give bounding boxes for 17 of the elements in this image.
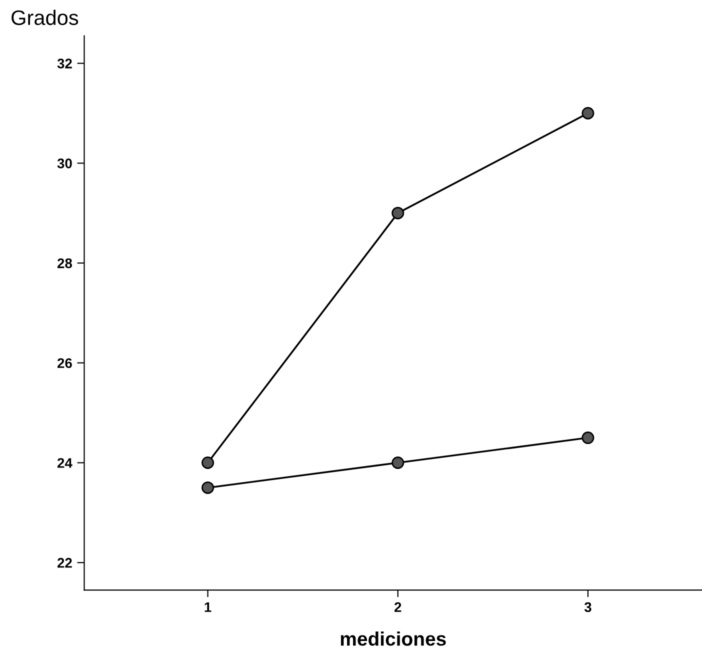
point [582, 432, 594, 444]
point [202, 481, 214, 494]
point [582, 107, 594, 120]
x-axis-title: mediciones [340, 631, 446, 646]
x-tick-label: 3 [584, 602, 592, 612]
point [392, 456, 404, 469]
point [392, 206, 404, 220]
x-tick-label: 2 [394, 602, 402, 612]
y-tick-label: 26 [57, 358, 72, 368]
y-tick-label: 30 [57, 158, 72, 168]
y-tick-label: 28 [57, 258, 72, 268]
y-tick-label: 32 [57, 58, 72, 69]
y-tick-label: 22 [57, 558, 72, 568]
x-tick-label: 1 [204, 602, 212, 612]
y-tick-label: 24 [57, 458, 72, 468]
y-axis-title: Grados [12, 10, 78, 26]
point [202, 456, 214, 469]
